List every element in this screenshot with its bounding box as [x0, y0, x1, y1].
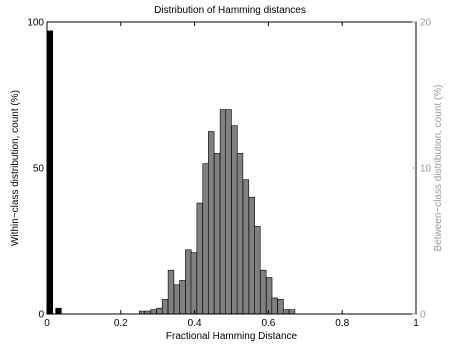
- between-class-bars: [139, 109, 296, 315]
- within-class-bar-1: [55, 307, 62, 315]
- between-class-bar-7: [179, 280, 186, 315]
- between-class-bar-3: [156, 307, 163, 315]
- y-axis-label-right: Between−class distribution, count (%): [433, 84, 444, 251]
- between-class-bar-6: [173, 284, 181, 315]
- x-tick-label-5: 1: [413, 318, 419, 329]
- between-class-bar-22: [265, 277, 273, 315]
- y-tick-label-right-2: 20: [420, 18, 432, 29]
- between-class-bar-9: [190, 252, 198, 315]
- between-class-bar-24: [277, 299, 284, 315]
- between-class-bar-17: [236, 153, 244, 315]
- y-tick-label-right-1: 10: [420, 164, 432, 175]
- between-class-bar-19: [248, 196, 255, 315]
- chart-title: Distribution of Hamming distances: [154, 5, 306, 16]
- x-tick-label-4: 0.8: [335, 318, 349, 329]
- x-tick-label-3: 0.6: [261, 318, 275, 329]
- y-tick-label-right-0: 0: [420, 310, 426, 321]
- between-class-bar-25: [282, 309, 290, 315]
- between-class-bar-10: [196, 202, 203, 315]
- between-class-bar-11: [202, 163, 209, 315]
- between-class-bar-15: [225, 109, 232, 315]
- between-class-bar-14: [219, 109, 227, 315]
- between-class-bar-20: [254, 226, 261, 315]
- y-tick-label-left-0: 0: [38, 310, 44, 321]
- between-class-bar-8: [185, 249, 192, 315]
- y-axis-label-left: Within−class distribution, count (%): [10, 90, 21, 246]
- between-class-bar-18: [242, 179, 250, 315]
- between-class-bar-4: [161, 299, 169, 315]
- between-class-bar-2: [150, 309, 157, 315]
- between-class-bar-26: [288, 309, 296, 315]
- between-class-bar-12: [208, 131, 215, 315]
- between-class-bar-5: [167, 269, 175, 315]
- y-tick-label-left-1: 50: [33, 164, 45, 175]
- between-class-bar-13: [213, 153, 221, 315]
- x-tick-label-2: 0.4: [188, 318, 202, 329]
- between-class-bar-16: [231, 125, 238, 315]
- within-class-bar-0: [46, 30, 54, 315]
- x-axis-label: Fractional Hamming Distance: [166, 331, 298, 342]
- y-tick-label-left-2: 100: [27, 18, 44, 29]
- axis-ticks: [46, 21, 417, 315]
- x-tick-label-0: 0: [44, 318, 50, 329]
- between-class-bar-21: [260, 269, 267, 315]
- between-class-bar-23: [271, 297, 278, 315]
- x-tick-label-1: 0.2: [114, 318, 128, 329]
- within-class-bars: [46, 30, 62, 315]
